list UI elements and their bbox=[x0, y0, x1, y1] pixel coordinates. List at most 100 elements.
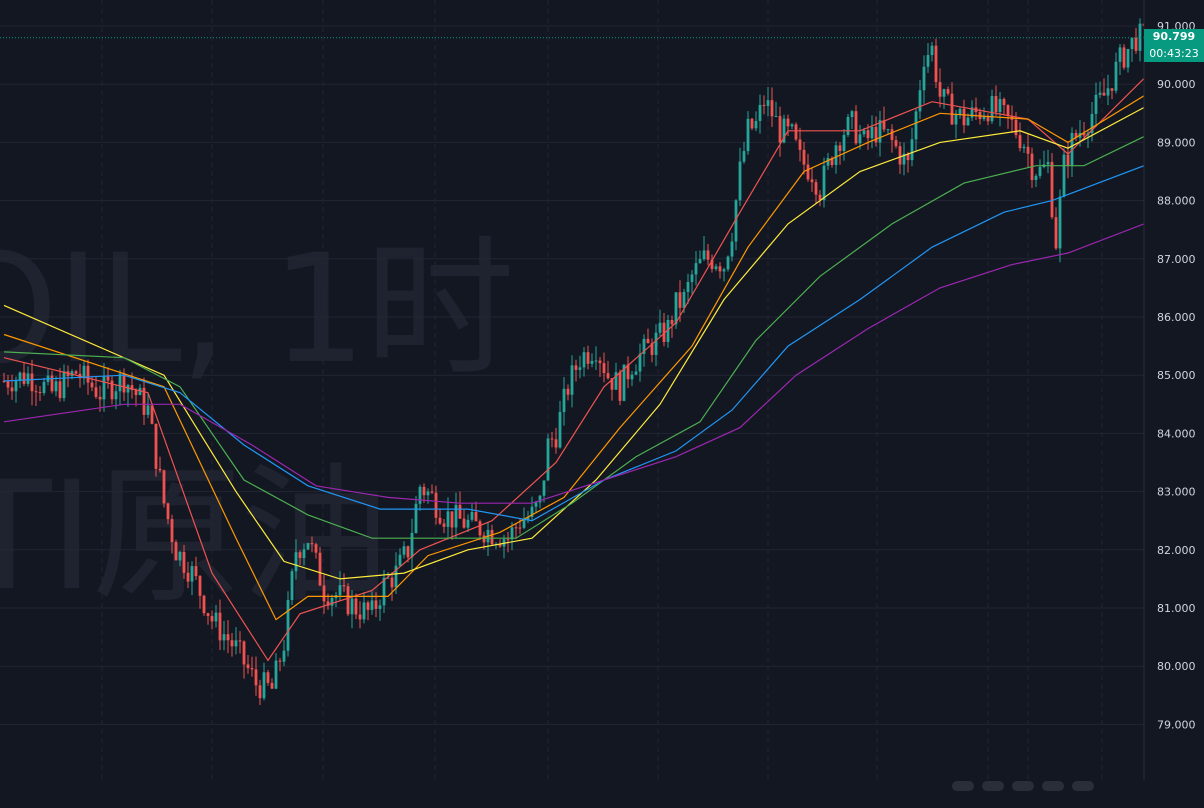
candle-body bbox=[982, 116, 986, 120]
candle-body bbox=[26, 373, 30, 384]
candle-body bbox=[526, 516, 530, 520]
candle-body bbox=[130, 385, 134, 391]
candle-body bbox=[962, 108, 966, 126]
candle-body bbox=[214, 612, 218, 622]
candle-body bbox=[954, 114, 958, 125]
y-tick-label: 88.000 bbox=[1157, 195, 1196, 208]
candle-body bbox=[754, 120, 758, 129]
candle-body bbox=[210, 616, 214, 622]
price-axis[interactable]: 79.000 80.000 81.000 82.000 83.000 84.000 85.0… bbox=[1143, 0, 1204, 808]
candle-body bbox=[890, 129, 894, 141]
candle-body bbox=[590, 360, 594, 364]
candle-body bbox=[522, 519, 526, 528]
candle-body bbox=[170, 519, 174, 543]
candle-body bbox=[134, 390, 138, 396]
candle-body bbox=[402, 546, 406, 555]
candle-body bbox=[414, 503, 418, 533]
candle-body bbox=[338, 585, 342, 596]
candle-body bbox=[858, 134, 862, 144]
candle-body bbox=[178, 552, 182, 561]
candle-body bbox=[618, 372, 622, 401]
candle-body bbox=[1130, 37, 1134, 49]
candle-body bbox=[34, 391, 38, 393]
candle-body bbox=[958, 108, 962, 115]
candle-body bbox=[1038, 166, 1042, 176]
candle-body bbox=[606, 373, 610, 379]
candle-body bbox=[122, 373, 126, 393]
candle-body bbox=[226, 634, 230, 641]
candle-body bbox=[814, 182, 818, 195]
candle-body bbox=[914, 111, 918, 140]
candle-body bbox=[558, 412, 562, 448]
candle-body bbox=[22, 372, 26, 384]
candle-body bbox=[846, 116, 850, 135]
candle-body bbox=[366, 602, 370, 610]
candle-body bbox=[882, 120, 886, 130]
candle-body bbox=[250, 668, 254, 670]
candle-body bbox=[62, 371, 66, 399]
candle-body bbox=[598, 360, 602, 364]
footer-dot bbox=[982, 781, 1004, 791]
candle-body bbox=[662, 322, 666, 342]
footer-dot bbox=[1072, 781, 1094, 791]
candle-body bbox=[90, 382, 94, 388]
y-tick-label: 80.000 bbox=[1157, 660, 1196, 673]
candle-body bbox=[654, 332, 658, 355]
candle-body bbox=[826, 158, 830, 166]
candle-body bbox=[194, 566, 198, 577]
candle-body bbox=[1074, 132, 1078, 138]
candle-body bbox=[458, 504, 462, 519]
candle-body bbox=[1106, 88, 1110, 96]
moving-average-line bbox=[3, 136, 1145, 539]
candle-body bbox=[878, 120, 882, 143]
candle-body bbox=[326, 601, 330, 606]
moving-average-line bbox=[3, 223, 1145, 504]
candle-body bbox=[186, 572, 190, 582]
candle-body bbox=[910, 139, 914, 161]
candle-body bbox=[330, 597, 334, 606]
candle-body bbox=[774, 116, 778, 118]
candle-body bbox=[262, 672, 266, 699]
candle-body bbox=[150, 405, 154, 424]
candle-body bbox=[146, 405, 150, 415]
candle-body bbox=[154, 423, 158, 469]
candle-body bbox=[894, 140, 898, 147]
moving-average-line bbox=[3, 95, 1145, 621]
candle-body bbox=[706, 250, 710, 260]
candle-body bbox=[310, 543, 314, 545]
candle-body bbox=[1046, 161, 1050, 165]
candle-body bbox=[290, 571, 294, 601]
candle-body bbox=[714, 266, 718, 270]
candle-body bbox=[174, 542, 178, 561]
candle-body bbox=[434, 492, 438, 518]
candle-body bbox=[50, 375, 54, 392]
candle-body bbox=[474, 512, 478, 522]
candle-body bbox=[82, 365, 86, 379]
candle-body bbox=[834, 145, 838, 165]
candle-body bbox=[690, 274, 694, 282]
candle-body bbox=[58, 381, 62, 399]
moving-averages bbox=[3, 77, 1145, 662]
candle-body bbox=[686, 281, 690, 292]
y-tick-label: 84.000 bbox=[1157, 427, 1196, 440]
candle-body bbox=[566, 388, 570, 395]
candle-body bbox=[342, 585, 346, 587]
candle-body bbox=[1054, 217, 1058, 249]
candle-body bbox=[506, 539, 510, 541]
candle-body bbox=[298, 552, 302, 558]
candle-body bbox=[322, 585, 326, 602]
candle-body bbox=[658, 322, 662, 333]
candle-body bbox=[94, 387, 98, 397]
candle-body bbox=[482, 535, 486, 543]
candle-body bbox=[454, 504, 458, 528]
candle-body bbox=[1022, 146, 1026, 149]
candle-body bbox=[158, 468, 162, 471]
candle-body bbox=[1002, 99, 1006, 106]
candle-body bbox=[646, 338, 650, 344]
candle-body bbox=[986, 116, 990, 122]
candle-body bbox=[1014, 119, 1018, 136]
candle-body bbox=[418, 486, 422, 504]
candle-body bbox=[642, 338, 646, 354]
candle-body bbox=[1134, 37, 1138, 51]
